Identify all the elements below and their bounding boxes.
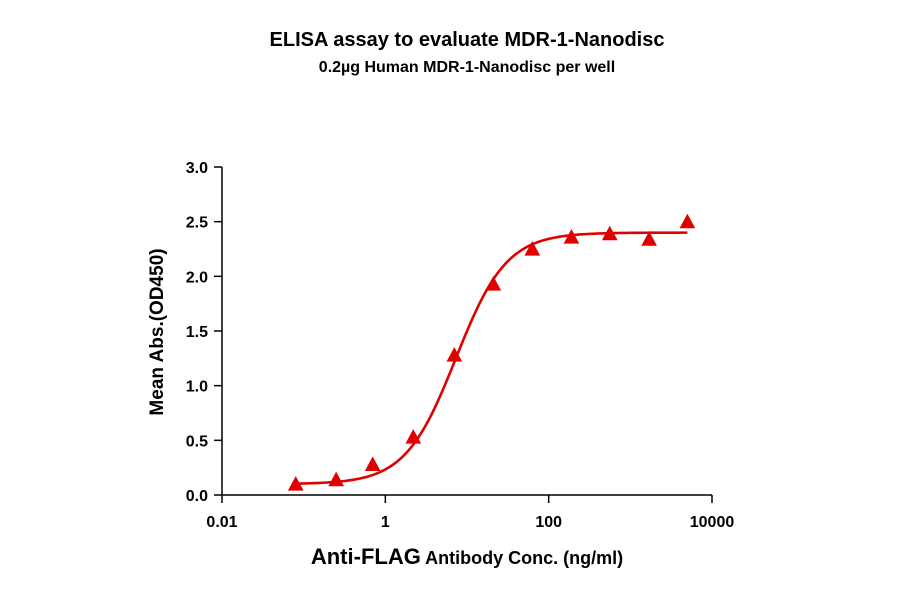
y-axis-ticks: 0.0 0.5 1.0 1.5 2.0 2.5 3.0 [186, 160, 222, 505]
data-point-triangle [405, 429, 422, 444]
y-tick-label: 2.0 [186, 269, 208, 286]
y-tick-label: 0.0 [186, 488, 208, 505]
y-tick-label: 2.5 [186, 215, 208, 232]
data-points [287, 213, 696, 491]
data-point-triangle [524, 241, 541, 256]
y-tick-label: 1.5 [186, 324, 208, 341]
x-axis-label-suffix: Antibody Conc. (ng/ml) [421, 548, 623, 568]
y-tick-label: 0.5 [186, 433, 208, 450]
fit-curve [295, 231, 688, 485]
x-tick-label: 1 [381, 514, 390, 531]
data-point-triangle [563, 229, 580, 244]
data-point-triangle [601, 225, 618, 241]
x-axis-ticks: 0.01 1 100 10000 [206, 495, 734, 531]
y-tick-label: 3.0 [186, 160, 208, 177]
data-point-triangle [364, 456, 381, 471]
x-tick-label: 10000 [690, 514, 735, 531]
x-tick-label: 100 [535, 514, 562, 531]
data-point-triangle [641, 231, 657, 246]
y-axis-label: Mean Abs.(OD450) [147, 248, 168, 415]
x-axis-label-prefix: Anti-FLAG [311, 544, 421, 569]
data-point-triangle [287, 476, 304, 491]
data-point-triangle [446, 347, 463, 362]
data-point-triangle [485, 276, 502, 291]
data-point-triangle [679, 213, 696, 229]
chart-subtitle: 0.2µg Human MDR-1-Nanodisc per well [319, 59, 615, 76]
chart-title: ELISA assay to evaluate MDR-1-Nanodisc [270, 29, 665, 51]
data-point-triangle [328, 471, 345, 487]
x-axis-label: Anti-FLAG Antibody Conc. (ng/ml) [311, 544, 623, 569]
x-tick-label: 0.01 [206, 514, 237, 531]
y-tick-label: 1.0 [186, 379, 208, 396]
